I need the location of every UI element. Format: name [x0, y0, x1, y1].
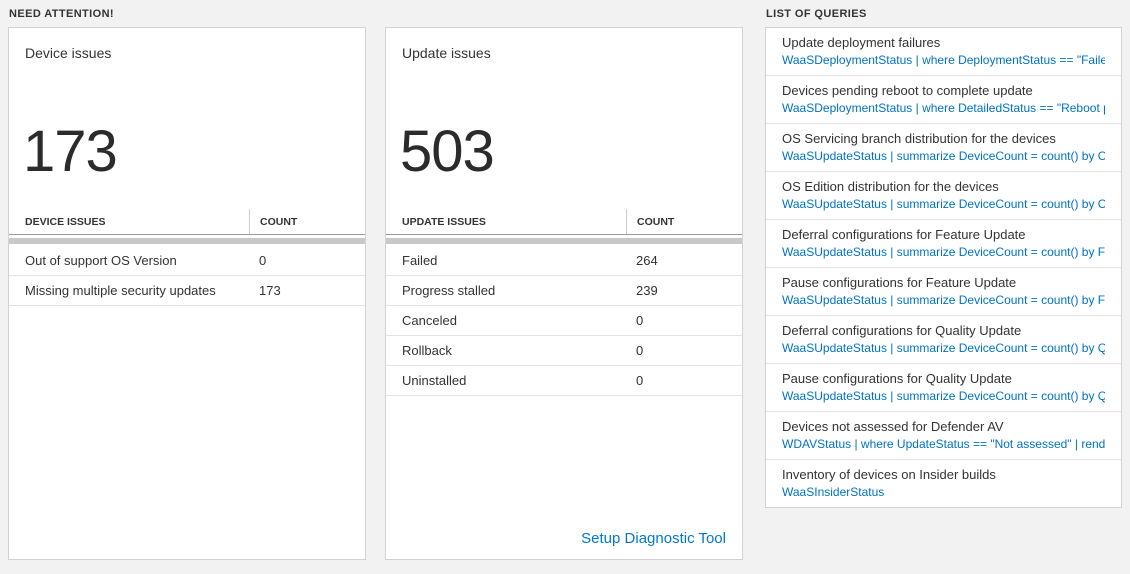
- query-list-item[interactable]: OS Servicing branch distribution for the…: [766, 124, 1121, 172]
- query-text: WaaSDeploymentStatus | where DetailedSta…: [782, 101, 1105, 115]
- query-list-item[interactable]: Pause configurations for Feature Update …: [766, 268, 1121, 316]
- query-title: Update deployment failures: [782, 35, 941, 50]
- queries-section: LIST OF QUERIES Update deployment failur…: [765, 5, 1122, 560]
- column-header-issues: DEVICE ISSUES: [25, 215, 106, 228]
- table-row[interactable]: Rollback 0: [386, 336, 742, 366]
- query-list-item[interactable]: Deferral configurations for Quality Upda…: [766, 316, 1121, 364]
- table-scrollbar[interactable]: [386, 238, 742, 244]
- table-row[interactable]: Uninstalled 0: [386, 366, 742, 396]
- query-list-item[interactable]: Devices pending reboot to complete updat…: [766, 76, 1121, 124]
- query-list-item[interactable]: Deferral configurations for Feature Upda…: [766, 220, 1121, 268]
- device-issues-title: Device issues: [25, 45, 112, 61]
- issue-count: 0: [636, 313, 644, 328]
- query-list-item[interactable]: Inventory of devices on Insider builds W…: [766, 460, 1121, 507]
- query-text: WDAVStatus | where UpdateStatus == "Not …: [782, 437, 1105, 451]
- issue-label: Failed: [402, 253, 438, 268]
- table-row[interactable]: Progress stalled 239: [386, 276, 742, 306]
- issue-count: 264: [636, 253, 658, 268]
- issue-count: 0: [636, 373, 644, 388]
- queries-list: Update deployment failures WaaSDeploymen…: [765, 27, 1122, 508]
- column-header-issues: UPDATE ISSUES: [402, 215, 486, 228]
- issue-label: Canceled: [402, 313, 457, 328]
- update-issues-card: Update issues 503 UPDATE ISSUES COUNT Fa…: [385, 27, 743, 560]
- query-title: Deferral configurations for Quality Upda…: [782, 323, 1022, 338]
- issue-count: 173: [259, 283, 281, 298]
- table-row[interactable]: Canceled 0: [386, 306, 742, 336]
- issue-label: Missing multiple security updates: [25, 283, 216, 298]
- query-title: OS Servicing branch distribution for the…: [782, 131, 1056, 146]
- table-header: UPDATE ISSUES COUNT: [386, 209, 742, 235]
- query-list-item[interactable]: Update deployment failures WaaSDeploymen…: [766, 28, 1121, 76]
- table-header: DEVICE ISSUES COUNT: [9, 209, 365, 235]
- issue-count: 239: [636, 283, 658, 298]
- issue-label: Rollback: [402, 343, 452, 358]
- query-text: WaaSInsiderStatus: [782, 485, 885, 499]
- device-issues-card: Device issues 173 DEVICE ISSUES COUNT Ou…: [8, 27, 366, 560]
- need-attention-header: NEED ATTENTION!: [9, 8, 114, 20]
- list-of-queries-header: LIST OF QUERIES: [766, 8, 867, 20]
- query-title: Deferral configurations for Feature Upda…: [782, 227, 1026, 242]
- issue-label: Uninstalled: [402, 373, 467, 388]
- query-title: Pause configurations for Quality Update: [782, 371, 1012, 386]
- setup-diagnostic-tool-link[interactable]: Setup Diagnostic Tool: [581, 530, 726, 547]
- update-issues-table: UPDATE ISSUES COUNT Failed 264 Progress …: [386, 209, 742, 396]
- query-text: WaaSUpdateStatus | summarize DeviceCount…: [782, 389, 1105, 403]
- query-text: WaaSDeploymentStatus | where DeploymentS…: [782, 53, 1105, 67]
- query-list-item[interactable]: Pause configurations for Quality Update …: [766, 364, 1121, 412]
- issue-label: Out of support OS Version: [25, 253, 177, 268]
- query-title: Inventory of devices on Insider builds: [782, 467, 996, 482]
- update-issues-count[interactable]: 503: [400, 119, 495, 184]
- query-title: Devices not assessed for Defender AV: [782, 419, 1004, 434]
- query-list-item[interactable]: Devices not assessed for Defender AV WDA…: [766, 412, 1121, 460]
- issue-count: 0: [636, 343, 644, 358]
- table-row[interactable]: Failed 264: [386, 246, 742, 276]
- issue-count: 0: [259, 253, 267, 268]
- table-scrollbar[interactable]: [9, 238, 365, 244]
- table-row[interactable]: Out of support OS Version 0: [9, 246, 365, 276]
- need-attention-section: NEED ATTENTION! Device issues 173 DEVICE…: [8, 5, 744, 560]
- update-issues-title: Update issues: [402, 45, 491, 61]
- query-text: WaaSUpdateStatus | summarize DeviceCount…: [782, 341, 1105, 355]
- query-list-item[interactable]: OS Edition distribution for the devices …: [766, 172, 1121, 220]
- query-title: Pause configurations for Feature Update: [782, 275, 1017, 290]
- query-text: WaaSUpdateStatus | summarize DeviceCount…: [782, 245, 1105, 259]
- column-header-count: COUNT: [626, 209, 742, 234]
- query-text: WaaSUpdateStatus | summarize DeviceCount…: [782, 197, 1105, 211]
- issue-label: Progress stalled: [402, 283, 496, 298]
- query-text: WaaSUpdateStatus | summarize DeviceCount…: [782, 149, 1105, 163]
- query-text: WaaSUpdateStatus | summarize DeviceCount…: [782, 293, 1105, 307]
- device-issues-count[interactable]: 173: [23, 119, 118, 184]
- query-title: Devices pending reboot to complete updat…: [782, 83, 1033, 98]
- dashboard: NEED ATTENTION! Device issues 173 DEVICE…: [8, 5, 1122, 560]
- query-title: OS Edition distribution for the devices: [782, 179, 999, 194]
- column-header-count: COUNT: [249, 209, 365, 234]
- device-issues-table: DEVICE ISSUES COUNT Out of support OS Ve…: [9, 209, 365, 306]
- table-row[interactable]: Missing multiple security updates 173: [9, 276, 365, 306]
- cards-row: Device issues 173 DEVICE ISSUES COUNT Ou…: [8, 27, 744, 560]
